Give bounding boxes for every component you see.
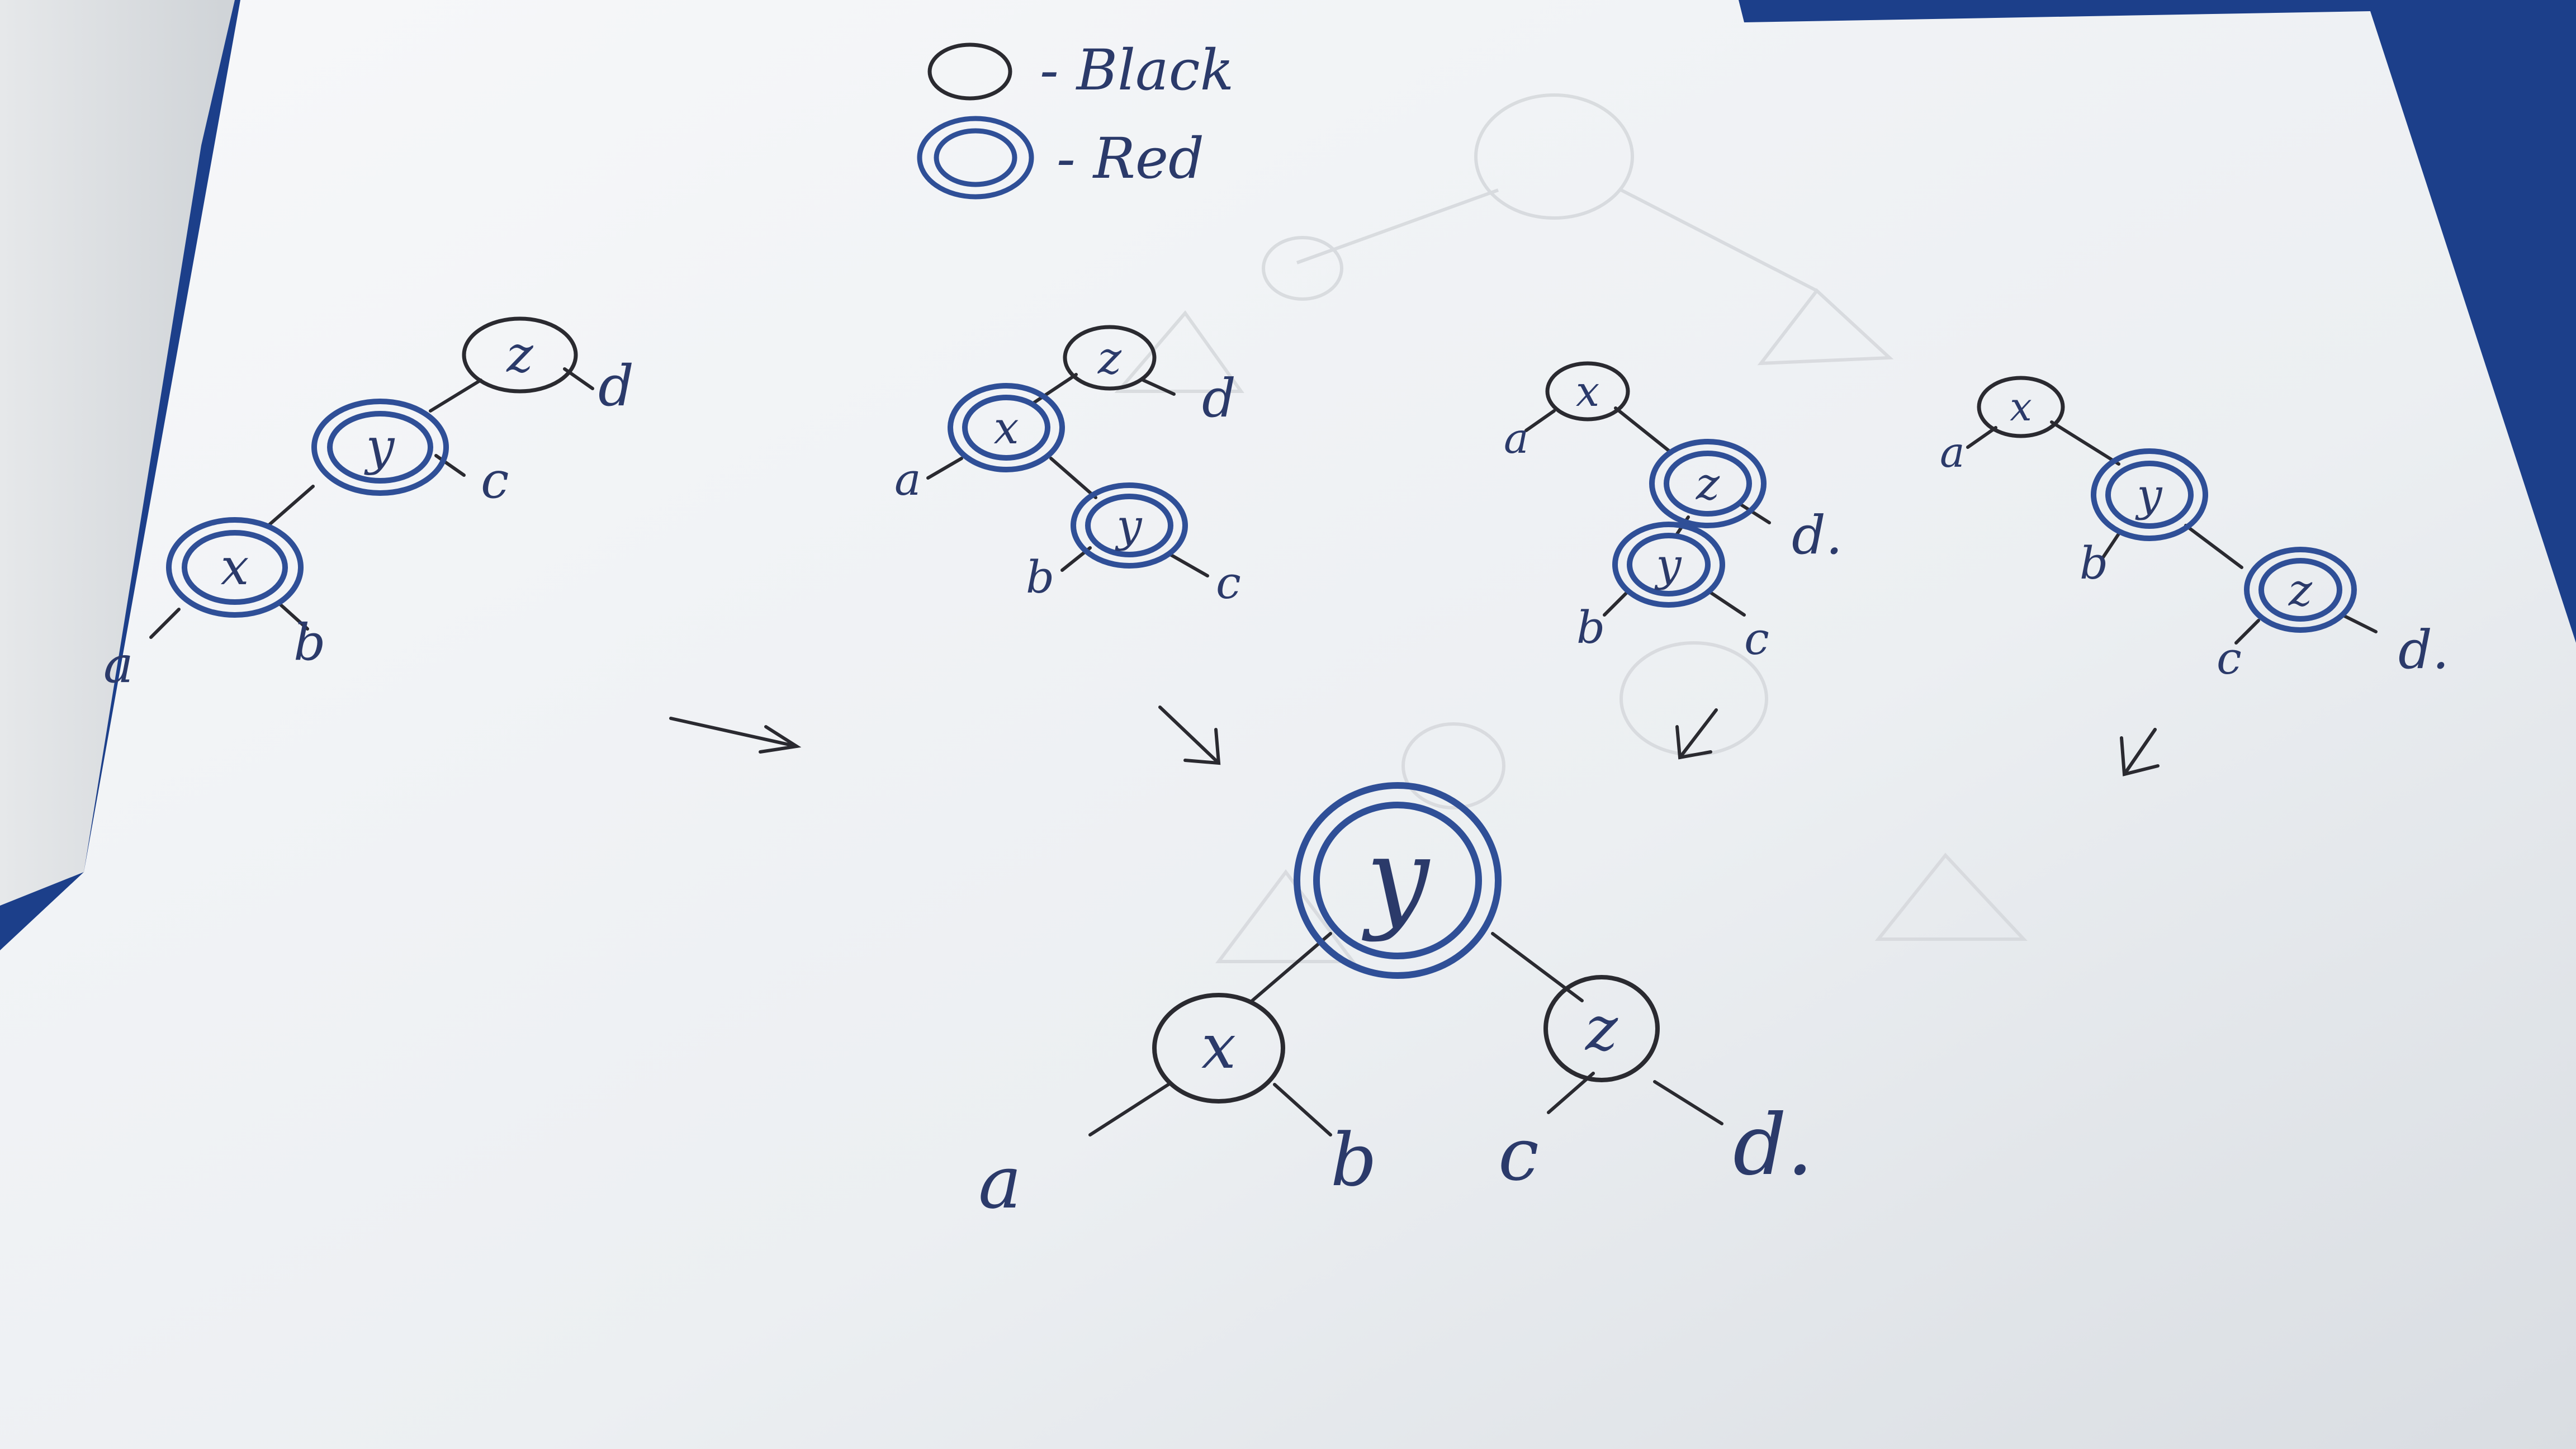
edge xyxy=(1273,1083,1332,1137)
node-label: x xyxy=(221,538,249,596)
edge xyxy=(2234,619,2260,645)
case-3-tree: x z y a b c d. xyxy=(1504,361,1843,665)
case-2-tree: z x y a b c d xyxy=(894,325,1241,609)
tree-node-z: z xyxy=(1649,439,1767,528)
result-tree: y x z a b c d. xyxy=(978,782,1813,1225)
leaf-label-c: c xyxy=(481,451,509,510)
tree-node-x: x xyxy=(948,383,1065,472)
arrow-icon xyxy=(2120,728,2160,776)
node-label: x xyxy=(1576,367,1599,416)
edge xyxy=(149,608,181,639)
edge xyxy=(2184,524,2243,569)
tree-node-y: y xyxy=(2091,448,2208,541)
legend-black-label: - Black xyxy=(1040,37,1234,103)
leaf-label-b: b xyxy=(293,613,326,672)
arrow-icon xyxy=(669,717,802,754)
tree-node-z: z xyxy=(1543,975,1660,1082)
node-label: x xyxy=(1201,1011,1236,1082)
node-label: z xyxy=(1696,458,1720,510)
node-label: z xyxy=(1584,993,1618,1064)
show-through-marks xyxy=(1114,93,2028,963)
leaf-label-a: a xyxy=(1940,428,1965,477)
leaf-label-a: a xyxy=(1504,414,1529,463)
leaf-label-a: a xyxy=(103,636,134,694)
node-label: y xyxy=(1362,813,1431,944)
node-label: x xyxy=(993,402,1019,454)
tree-node-z: z xyxy=(462,316,578,394)
tree-node-x: x xyxy=(166,517,304,618)
node-label: y xyxy=(1654,539,1682,591)
tree-node-y: y xyxy=(1294,782,1502,979)
edge xyxy=(1088,1083,1170,1137)
leaf-label-c: c xyxy=(1498,1112,1539,1197)
tree-node-x: x xyxy=(1545,361,1630,422)
legend-red-node-icon xyxy=(917,116,1034,200)
tree-node-y: y xyxy=(1071,482,1188,569)
node-label: z xyxy=(506,325,533,384)
leaf-label-b: b xyxy=(2080,537,2108,589)
leaf-label-c: c xyxy=(2217,632,2242,684)
edge xyxy=(2050,420,2120,466)
leaf-label-d: d. xyxy=(1792,505,1843,566)
leaf-label-a: a xyxy=(894,453,921,505)
leaf-label-d: d xyxy=(598,353,634,419)
left-page-edge xyxy=(0,0,235,906)
leaf-label-d: d xyxy=(1202,368,1236,429)
leaf-label-b: b xyxy=(1330,1117,1377,1202)
edge xyxy=(1049,457,1097,499)
tree-node-z: z xyxy=(2244,547,2357,633)
tree-node-z: z xyxy=(1063,325,1157,391)
leaf-label-b: b xyxy=(1576,602,1605,654)
tree-node-y: y xyxy=(311,399,449,496)
legend-red-label: - Red xyxy=(1057,126,1204,191)
edge xyxy=(2100,532,2120,561)
edge xyxy=(434,454,466,477)
edge xyxy=(1614,406,1673,454)
leaf-label-d: d. xyxy=(1733,1097,1813,1194)
leaf-label-b: b xyxy=(1026,551,1054,603)
edge xyxy=(1524,409,1556,432)
arrow-icon xyxy=(1675,708,1718,760)
node-label: y xyxy=(2135,469,2163,521)
node-label: x xyxy=(2010,384,2032,430)
edge xyxy=(1653,1080,1723,1125)
edge xyxy=(267,485,315,527)
edge xyxy=(278,602,309,631)
case-1-tree: z y x a b c d xyxy=(103,316,634,694)
leaf-label-d: d. xyxy=(2398,619,2449,681)
node-label: z xyxy=(1097,332,1122,384)
tree-node-y: y xyxy=(1612,522,1725,608)
leaf-label-c: c xyxy=(1216,557,1241,609)
edge xyxy=(429,378,482,413)
edge xyxy=(1966,426,1997,449)
edge xyxy=(1167,552,1209,577)
leaf-label-c: c xyxy=(1744,613,1769,665)
node-label: y xyxy=(364,418,395,476)
edge xyxy=(926,457,963,480)
edge xyxy=(1709,591,1746,617)
node-label: y xyxy=(1115,500,1143,552)
transform-arrows xyxy=(669,705,2160,776)
arrow-icon xyxy=(1158,705,1221,765)
edge xyxy=(1603,591,1628,617)
edge xyxy=(1142,378,1176,396)
legend: - Black - Red xyxy=(917,37,1234,200)
leaf-label-a: a xyxy=(978,1140,1022,1225)
edge xyxy=(1251,932,1332,1002)
tree-node-x: x xyxy=(1152,993,1285,1104)
case-4-tree: x y z a b c d. xyxy=(1940,376,2449,684)
edge xyxy=(2341,613,2378,633)
edge xyxy=(1737,501,1771,524)
tree-node-x: x xyxy=(1977,376,2065,438)
node-label: z xyxy=(2288,564,2313,616)
legend-black-node-icon xyxy=(927,42,1012,101)
